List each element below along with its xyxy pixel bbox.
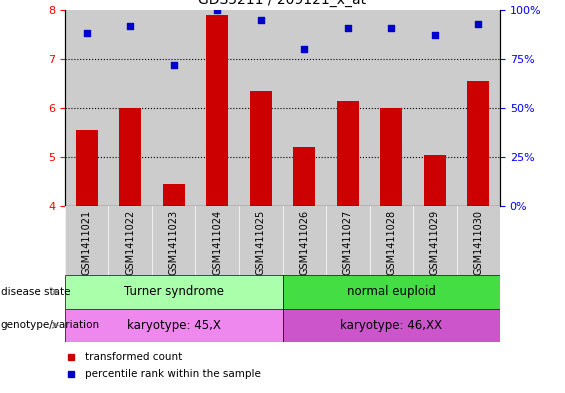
- Bar: [282, 275, 500, 309]
- Bar: [152, 206, 195, 275]
- Bar: [108, 206, 152, 275]
- Text: percentile rank within the sample: percentile rank within the sample: [85, 369, 260, 379]
- Bar: [370, 10, 413, 206]
- Bar: [239, 10, 282, 206]
- Bar: [457, 206, 500, 275]
- Point: [212, 7, 221, 13]
- Bar: [293, 147, 315, 206]
- Bar: [65, 10, 108, 206]
- Text: genotype/variation: genotype/variation: [1, 320, 99, 330]
- Text: GSM1411029: GSM1411029: [430, 210, 440, 275]
- Text: GSM1411026: GSM1411026: [299, 210, 309, 275]
- Bar: [282, 206, 326, 275]
- Text: transformed count: transformed count: [85, 352, 182, 362]
- Text: GSM1411024: GSM1411024: [212, 210, 222, 275]
- Text: GSM1411030: GSM1411030: [473, 210, 483, 275]
- Bar: [76, 130, 98, 206]
- Text: GSM1411023: GSM1411023: [169, 210, 179, 275]
- Text: karyotype: 45,X: karyotype: 45,X: [127, 319, 221, 332]
- Title: GDS5211 / 209121_x_at: GDS5211 / 209121_x_at: [198, 0, 367, 7]
- Bar: [337, 101, 359, 206]
- Text: karyotype: 46,XX: karyotype: 46,XX: [340, 319, 442, 332]
- Point: [299, 46, 308, 52]
- Point: [431, 32, 440, 39]
- Point: [82, 30, 92, 37]
- Bar: [282, 10, 326, 206]
- Bar: [457, 10, 500, 206]
- Bar: [326, 10, 370, 206]
- Bar: [195, 206, 239, 275]
- Bar: [239, 206, 282, 275]
- Text: GSM1411028: GSM1411028: [386, 210, 396, 275]
- Text: GSM1411025: GSM1411025: [256, 210, 266, 275]
- Point: [386, 24, 396, 31]
- Bar: [282, 309, 500, 342]
- Bar: [413, 10, 457, 206]
- Bar: [119, 108, 141, 206]
- Point: [170, 62, 179, 68]
- Text: disease state: disease state: [1, 287, 70, 297]
- Point: [126, 22, 135, 29]
- Point: [343, 24, 353, 31]
- Bar: [108, 10, 152, 206]
- Bar: [424, 155, 446, 206]
- Bar: [326, 206, 370, 275]
- Text: GSM1411021: GSM1411021: [82, 210, 92, 275]
- Text: Turner syndrome: Turner syndrome: [124, 285, 224, 298]
- Bar: [467, 81, 489, 206]
- Bar: [65, 309, 282, 342]
- Bar: [380, 108, 402, 206]
- Point: [257, 17, 266, 23]
- Bar: [152, 10, 195, 206]
- Bar: [195, 10, 239, 206]
- Bar: [65, 206, 108, 275]
- Bar: [163, 184, 185, 206]
- Text: GSM1411022: GSM1411022: [125, 210, 135, 275]
- Bar: [206, 15, 228, 206]
- Text: GSM1411027: GSM1411027: [343, 210, 353, 275]
- Bar: [413, 206, 457, 275]
- Bar: [250, 91, 272, 206]
- Bar: [370, 206, 413, 275]
- Bar: [65, 275, 282, 309]
- Point: [473, 20, 483, 27]
- Text: normal euploid: normal euploid: [347, 285, 436, 298]
